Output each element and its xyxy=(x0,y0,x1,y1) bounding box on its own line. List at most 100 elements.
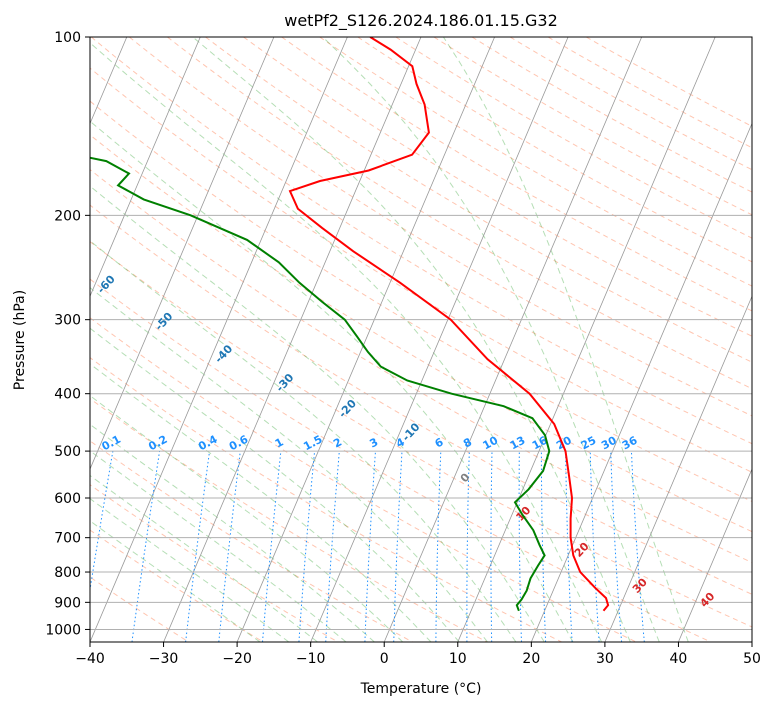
isotherm-label: -50 xyxy=(152,310,175,334)
isotherm-line xyxy=(383,37,643,642)
grid-lines xyxy=(90,36,752,630)
dry-adiabat xyxy=(90,204,752,595)
mixing-ratio-label: 0.2 xyxy=(146,433,169,454)
dewpoint-line xyxy=(90,156,551,612)
dry-adiabat xyxy=(90,134,752,533)
dry-adiabat xyxy=(509,37,752,171)
y-tick-label: 600 xyxy=(54,491,81,507)
dry-adiabat xyxy=(128,37,752,417)
isotherm-label: 40 xyxy=(697,590,717,610)
mixing-ratio-label: 30 xyxy=(599,434,619,453)
mixing-ratio-label: 0.1 xyxy=(100,433,123,454)
y-axis-ticks: 100 200 300 400 500 600 700 800 900 1000 xyxy=(45,30,90,638)
moist-adiabat xyxy=(90,498,290,642)
y-tick-label: 800 xyxy=(54,565,81,581)
isotherm-line xyxy=(310,37,569,642)
chart-title: wetPf2_S126.2024.186.01.15.G32 xyxy=(284,11,558,31)
moist-adiabat xyxy=(90,363,432,642)
moist-adiabat xyxy=(90,42,603,642)
isotherm-label: -30 xyxy=(273,371,296,395)
x-tick-label: −30 xyxy=(149,651,179,667)
isotherm-line xyxy=(604,295,752,642)
x-tick-label: −20 xyxy=(222,651,252,667)
dry-adiabat xyxy=(90,100,752,503)
x-tick-label: 50 xyxy=(743,651,761,667)
mixing-ratio-line xyxy=(518,451,522,642)
mixing-ratio-line xyxy=(131,451,161,642)
isotherm-line xyxy=(530,122,752,642)
isotherm-label: -70 xyxy=(40,229,63,253)
temperature-line xyxy=(288,37,610,612)
dry-adiabat xyxy=(90,317,637,642)
moist-adiabat xyxy=(90,474,318,642)
moist-adiabat xyxy=(90,120,574,642)
x-tick-label: 10 xyxy=(449,651,467,667)
isotherm-label: -20 xyxy=(336,397,359,421)
dry-adiabat xyxy=(167,37,752,390)
dry-adiabat xyxy=(90,484,339,642)
plot-frame xyxy=(89,36,753,643)
moist-adiabat xyxy=(90,240,517,642)
mixing-ratio-line xyxy=(262,451,282,642)
line-labels: 0.10.20.40.611.52346810131620253036-100-… xyxy=(0,177,718,610)
isotherm-line xyxy=(751,640,752,642)
dry-adiabat xyxy=(205,37,752,363)
mixing-ratio-label: 0.4 xyxy=(196,433,220,454)
dry-adiabat xyxy=(585,37,752,127)
moist-adiabat xyxy=(90,185,545,642)
dry-adiabat xyxy=(90,278,712,642)
dry-adiabat xyxy=(319,37,752,287)
y-tick-label: 100 xyxy=(54,30,81,46)
mixing-ratio-line xyxy=(218,451,241,642)
y-tick-label: 200 xyxy=(54,208,81,224)
dry-adiabat xyxy=(90,356,562,642)
moist-adiabat xyxy=(90,327,460,642)
isotherm-label: 0 xyxy=(458,470,473,485)
mixing-ratio-label: 0.6 xyxy=(227,433,251,454)
isotherm-label: -80 xyxy=(0,177,12,201)
series-lines xyxy=(90,37,610,612)
y-tick-label: 900 xyxy=(54,595,81,611)
x-tick-label: −40 xyxy=(75,651,105,667)
isotherm-line xyxy=(678,468,752,642)
x-tick-label: 20 xyxy=(522,651,540,667)
mixing-ratio-label: 1 xyxy=(273,435,286,450)
mixing-ratio-label: 8 xyxy=(461,435,474,450)
background-lines xyxy=(90,37,752,642)
moist-adiabat xyxy=(322,37,660,642)
y-axis-label: Pressure (hPa) xyxy=(12,290,28,390)
dry-adiabat xyxy=(90,529,264,642)
dry-adiabat xyxy=(90,397,488,642)
y-tick-label: 400 xyxy=(54,387,81,403)
dry-adiabat xyxy=(547,37,752,149)
mixing-ratio-label: 3 xyxy=(367,435,380,450)
moist-adiabat xyxy=(442,37,689,642)
mixing-ratio-label: 6 xyxy=(433,435,446,450)
dry-adiabat xyxy=(90,241,752,628)
dry-adiabat xyxy=(281,37,752,312)
mixing-ratio-label: 2 xyxy=(331,435,344,450)
dry-adiabat xyxy=(90,37,752,445)
mixing-ratio-label: 13 xyxy=(508,434,528,453)
mixing-ratio-line xyxy=(185,451,210,642)
mixing-ratio-line xyxy=(90,451,114,593)
x-tick-label: 0 xyxy=(380,651,389,667)
moist-adiabat xyxy=(192,37,631,642)
mixing-ratio-line xyxy=(589,451,600,642)
isotherm-line xyxy=(236,37,495,642)
moist-adiabat xyxy=(90,423,375,642)
dry-adiabat xyxy=(357,37,752,263)
x-axis-label: Temperature (°C) xyxy=(360,681,482,697)
y-tick-label: 300 xyxy=(54,313,81,329)
dry-adiabat xyxy=(90,168,752,564)
dry-adiabat xyxy=(90,67,752,473)
moist-adiabat xyxy=(90,287,488,642)
dry-adiabat xyxy=(90,440,413,642)
y-tick-label: 1000 xyxy=(45,622,81,638)
isotherm-line xyxy=(457,37,716,642)
x-tick-label: 30 xyxy=(596,651,614,667)
x-tick-label: −10 xyxy=(296,651,326,667)
mixing-ratio-label: 36 xyxy=(620,434,640,453)
isotherm-line xyxy=(163,37,422,642)
